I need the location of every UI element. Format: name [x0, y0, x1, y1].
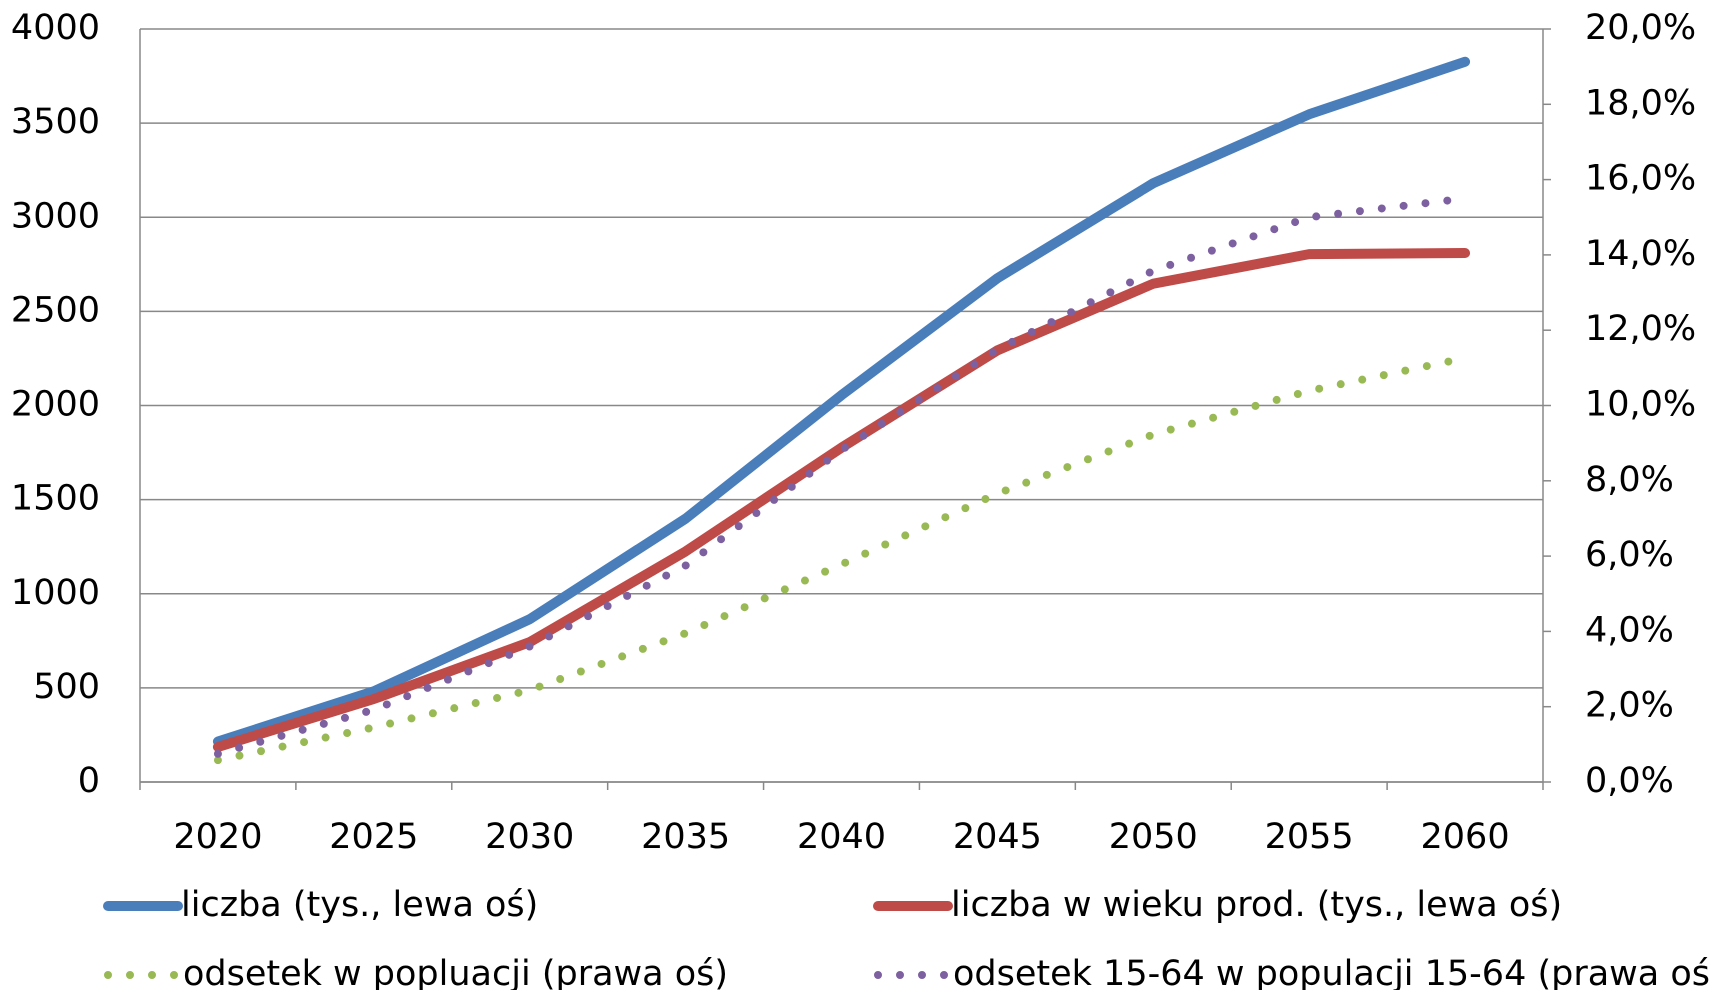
x-tick-label: 2025 — [329, 817, 418, 857]
y2-tick-label: 8,0% — [1585, 460, 1674, 500]
y2-tick-label: 0,0% — [1585, 761, 1674, 801]
x-tick-label: 2045 — [953, 817, 1042, 857]
y2-tick-label: 10,0% — [1585, 385, 1696, 425]
y-tick-label: 2000 — [11, 385, 100, 425]
x-tick-label: 2020 — [173, 817, 262, 857]
y-tick-label: 1500 — [11, 479, 100, 519]
legend-label: odsetek w popluacji (prawa oś) — [183, 954, 728, 990]
y-tick-label: 0 — [78, 761, 100, 801]
x-tick-label: 2035 — [641, 817, 730, 857]
series-line — [213, 354, 1470, 765]
y2-tick-label: 14,0% — [1585, 234, 1696, 274]
y-tick-label: 1000 — [11, 573, 100, 613]
legend-label: liczba (tys., lewa oś) — [181, 885, 538, 925]
y-tick-label: 3000 — [11, 196, 100, 236]
series-line — [213, 194, 1470, 758]
y-tick-label: 4000 — [11, 8, 100, 48]
y2-tick-label: 2,0% — [1585, 686, 1674, 726]
y2-tick-label: 16,0% — [1585, 159, 1696, 199]
y2-tick-label: 12,0% — [1585, 309, 1696, 349]
y-tick-label: 2500 — [11, 290, 100, 330]
x-tick-label: 2040 — [797, 817, 886, 857]
x-tick-label: 2030 — [485, 817, 574, 857]
y2-tick-label: 4,0% — [1585, 610, 1674, 650]
x-tick-label: 2060 — [1421, 817, 1510, 857]
y2-tick-label: 18,0% — [1585, 83, 1696, 123]
x-tick-label: 2055 — [1265, 817, 1354, 857]
x-tick-label: 2050 — [1109, 817, 1198, 857]
y2-tick-label: 6,0% — [1585, 535, 1674, 575]
y-tick-label: 500 — [33, 667, 100, 707]
y2-tick-label: 20,0% — [1585, 8, 1696, 48]
legend-label: liczba w wieku prod. (tys., lewa oś) — [951, 885, 1562, 925]
legend-label: odsetek 15-64 w populacji 15-64 (prawa o… — [953, 954, 1712, 990]
series-line — [212, 56, 1471, 747]
y-tick-label: 3500 — [11, 102, 100, 142]
